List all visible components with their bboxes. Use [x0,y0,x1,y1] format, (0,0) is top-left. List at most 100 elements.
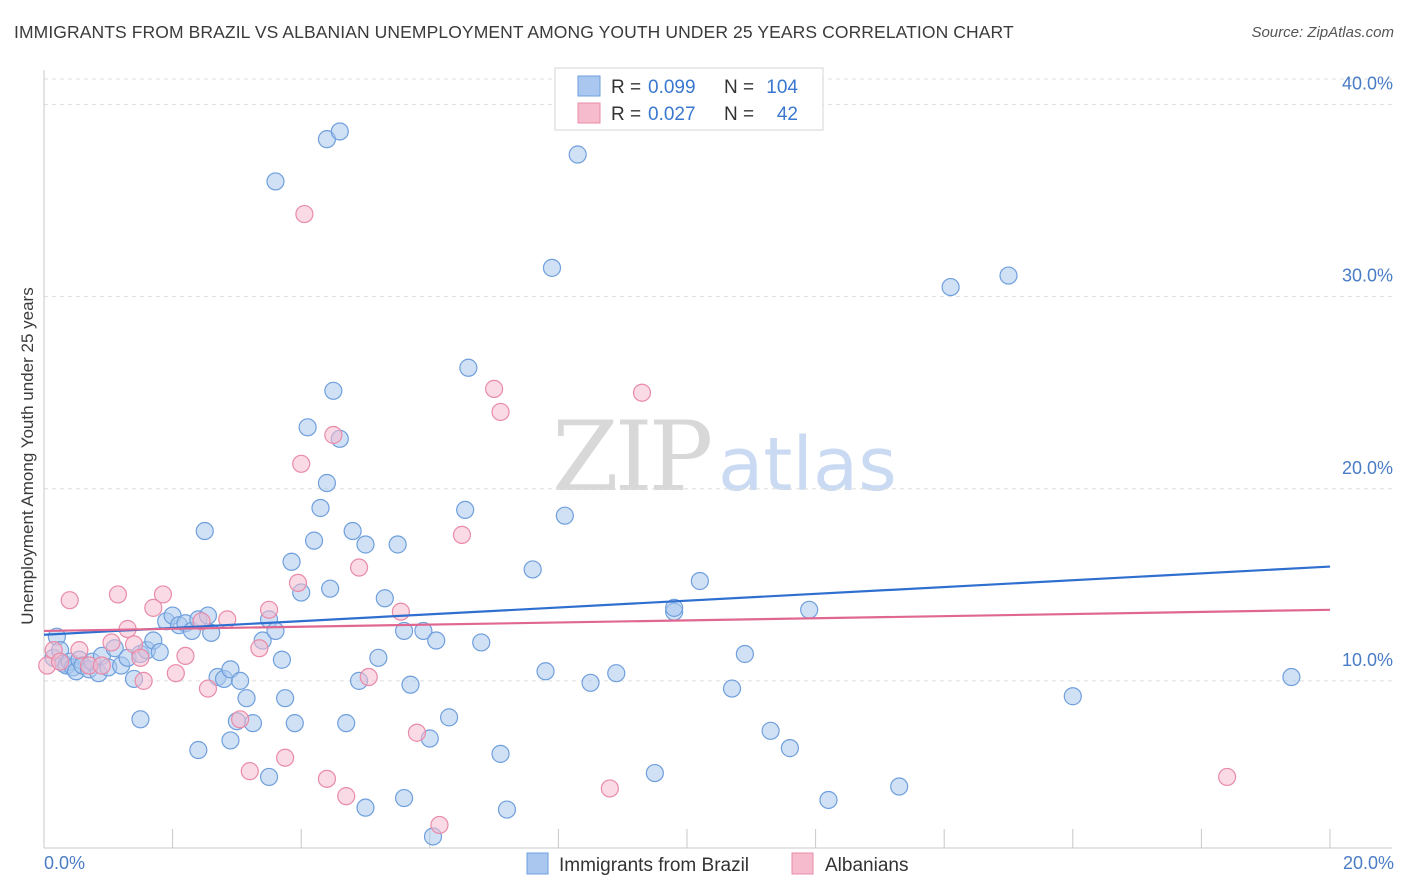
albanian-point-35 [452,525,472,544]
albanian-point-12 [144,598,163,617]
brazil-point-59 [394,621,414,641]
albanian-point-3 [60,591,79,610]
brazil-point-79 [665,598,684,617]
brazil-point-22 [150,642,169,662]
y-tick-labels: 10.0% 20.0% 30.0% 40.0% [1342,74,1393,670]
albanian-point-23 [276,748,295,767]
brazil-point-55 [356,535,375,554]
brazil-point-93 [330,122,349,141]
brazil-point-94 [266,172,285,191]
y-axis-label: Unemployment Among Youth under 25 years [18,287,37,624]
brazil-point-47 [311,498,330,518]
albanian-point-2 [50,652,70,671]
x-tick-label-min: 0.0% [44,853,85,873]
source-label: Source: ZipAtlas.com [1251,24,1394,41]
brazil-point-68 [491,744,510,763]
brazil-point-100 [356,798,375,817]
brazil-point-67 [472,633,491,652]
y-tick-label-20: 20.0% [1342,458,1393,478]
brazil-point-45 [298,418,317,437]
brazil-point-101 [394,788,414,808]
brazil-point-75 [581,673,600,692]
albanian-point-13 [153,585,173,604]
brazil-point-69 [497,800,517,819]
stats-n-label-albanians: N = [724,104,754,125]
albanian-point-15 [176,646,195,666]
albanian-point-40 [1218,767,1237,787]
brazil-point-74 [568,145,587,164]
stats-swatch-albanians [577,102,601,124]
albanian-point-29 [337,787,356,806]
brazil-point-50 [324,381,343,400]
stats-box: R = 0.099 N = 104 R = 0.027 N = 42 [554,67,824,131]
brazil-point-89 [999,266,1018,285]
y-tick-label-10: 10.0% [1342,650,1393,670]
stats-n-value-brazil: 104 [766,77,798,98]
x-ticks [43,829,1331,848]
axes [43,70,1392,849]
brazil-trendline [43,565,1331,636]
albanian-point-37 [491,402,510,422]
albanian-point-36 [485,379,504,398]
brazil-point-60 [401,675,420,694]
albanian-point-24 [288,573,308,593]
albanian-point-32 [391,602,410,621]
albanian-trendline [43,608,1331,633]
brazil-point-43 [282,552,301,571]
albanian-point-28 [324,425,343,445]
albanian-point-33 [407,723,427,742]
brazil-point-41 [272,650,292,669]
brazil-point-65 [456,500,475,520]
stats-n-value-albanians: 42 [777,104,798,125]
brazil-point-76 [607,664,626,683]
brazil-point-95 [189,740,208,760]
brazil-point-77 [645,763,664,783]
brazil-point-88 [941,277,960,297]
brazil-point-73 [555,506,574,525]
albanian-point-30 [349,558,369,577]
legend-swatch-albanians [791,852,814,875]
albanian-point-19 [231,710,250,729]
brazil-point-83 [761,721,780,740]
brazil-point-85 [800,600,819,619]
albanian-point-11 [134,671,153,690]
albanian-point-27 [317,769,337,788]
albanian-point-25 [292,454,311,473]
stats-r-value-albanians: 0.027 [648,104,696,125]
brazil-point-103 [285,714,304,733]
albanian-point-31 [359,667,378,687]
brazil-point-91 [1282,667,1301,687]
brazil-point-52 [337,714,356,733]
brazil-point-72 [542,258,562,277]
albanian-point-7 [102,633,121,652]
brazil-point-70 [523,560,542,579]
brazil-point-81 [722,679,742,698]
watermark: ZIP atlas [552,401,897,513]
brazil-point-48 [317,473,337,493]
watermark-atlas: atlas [718,422,897,508]
trendlines [43,565,1331,636]
x-tick-label-max: 20.0% [1343,853,1394,873]
brazil-point-57 [375,589,394,608]
brazil-point-64 [439,708,459,727]
brazil-point-49 [321,579,340,598]
brazil-point-61 [414,621,433,641]
brazil-point-58 [388,535,407,554]
stats-n-label-brazil: N = [724,77,754,98]
watermark-zip: ZIP [552,401,711,513]
albanian-point-14 [166,664,185,683]
albanian-point-26 [295,204,314,224]
y-tick-label-30: 30.0% [1342,266,1393,286]
brazil-point-80 [690,571,709,591]
series-albanians-points [38,204,1237,835]
brazil-point-96 [221,731,240,750]
brazil-point-29 [195,521,214,541]
albanian-point-20 [240,762,259,781]
brazil-point-63 [427,631,446,650]
albanian-point-34 [430,815,449,835]
albanian-point-39 [632,383,652,402]
legend-label-albanians: Albanians [825,855,908,876]
stats-r-label-albanians: R = [611,104,641,125]
legend: Immigrants from Brazil Albanians [526,852,908,876]
